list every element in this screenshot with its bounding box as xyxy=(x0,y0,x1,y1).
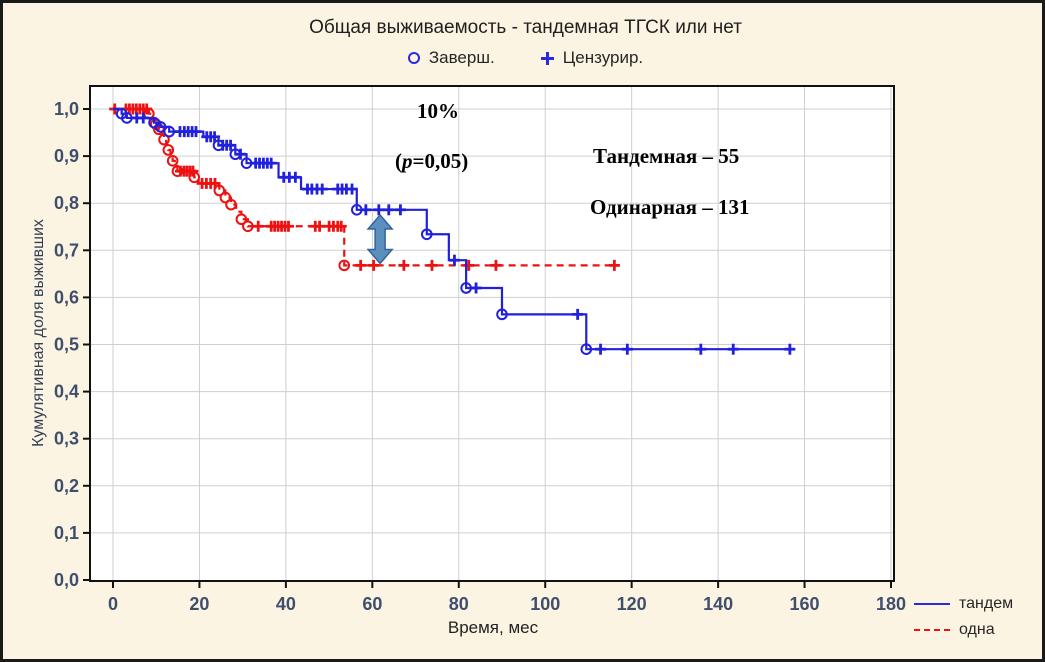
x-axis-title: Время, мес xyxy=(447,618,539,637)
marker-legend-label-censored: Цензурир. xyxy=(562,48,644,67)
line-legend-label-single: одна xyxy=(959,620,995,638)
x-tick-label: 100 xyxy=(530,594,560,614)
x-tick-label: 60 xyxy=(362,594,382,614)
marker-legend-item-complete: Заверш. xyxy=(407,48,495,68)
event-mark-тандем xyxy=(154,121,167,133)
x-tick-label: 120 xyxy=(617,594,647,614)
y-tick-label: 0,1 xyxy=(54,523,79,543)
x-tick-label: 140 xyxy=(703,594,733,614)
p-value-open: ( xyxy=(395,149,402,173)
y-tick-label: 0,2 xyxy=(54,476,79,496)
annotation-single-count: Одинарная – 131 xyxy=(590,195,750,219)
survival-plot-canvas: 0,0 0,1 0,2 0,3 0,4 0,5 0,6 0,7 0,8 0,9 1,0 0 20 40 60… xyxy=(54,85,906,614)
event-mark-одна xyxy=(162,144,175,156)
event-mark-тандем xyxy=(121,112,133,124)
y-tick-label: 1,0 xyxy=(54,99,79,119)
annotation-tandem-count: Тандемная – 55 xyxy=(593,144,740,168)
x-tick-label: 0 xyxy=(108,594,118,614)
event-mark-тандем xyxy=(580,343,593,356)
event-mark-тандем xyxy=(163,125,175,138)
event-mark-тандем xyxy=(420,228,433,241)
censored-plus-icon xyxy=(540,51,554,65)
chart-title: Общая выживаемость - тандемная ТГСК или … xyxy=(309,17,742,38)
p-value-rest: =0,05) xyxy=(412,149,469,173)
y-tick-label: 0,9 xyxy=(54,146,79,166)
line-legend: тандем одна xyxy=(914,593,1013,640)
y-tick-label: 0,4 xyxy=(54,382,79,402)
event-mark-одна xyxy=(166,155,179,167)
y-tick-label: 0,3 xyxy=(54,429,79,449)
event-mark-одна xyxy=(219,191,232,204)
y-tick-label: 0,5 xyxy=(54,335,79,355)
x-tick-label: 80 xyxy=(449,594,469,614)
plot-frame xyxy=(89,85,895,582)
y-tick-label: 0,0 xyxy=(54,570,79,590)
event-mark-тандем xyxy=(240,157,253,169)
y-axis-title: Кумулятивная доля выживших xyxy=(30,219,47,447)
marker-legend-label-complete: Заверш. xyxy=(428,48,495,67)
event-mark-тандем xyxy=(229,148,242,161)
annotation-ten-percent: 10% xyxy=(417,99,459,123)
complete-event-circle-icon xyxy=(407,52,420,64)
solid-line-swatch-icon xyxy=(914,602,950,605)
dashed-line-swatch-icon xyxy=(914,628,950,631)
plot-area xyxy=(90,86,894,581)
event-mark-одна xyxy=(225,198,237,211)
event-mark-тандем xyxy=(460,282,472,294)
x-tick-label: 20 xyxy=(189,594,209,614)
event-mark-одна xyxy=(235,213,248,226)
event-mark-одна xyxy=(338,259,351,272)
x-tick-label: 180 xyxy=(876,594,906,614)
event-mark-тандем xyxy=(212,139,225,152)
event-mark-одна xyxy=(171,165,184,177)
event-mark-тандем xyxy=(496,308,508,321)
marker-legend: Заверш. Цензурир. xyxy=(3,48,1042,68)
line-legend-item-single: одна xyxy=(914,619,1013,640)
event-mark-одна xyxy=(158,133,170,146)
y-tick-label: 0,8 xyxy=(54,193,79,213)
marker-legend-item-censored: Цензурир. xyxy=(540,48,644,68)
x-tick-label: 40 xyxy=(276,594,296,614)
event-mark-одна xyxy=(242,220,254,233)
line-legend-label-tandem: тандем xyxy=(959,594,1014,612)
y-tick-label: 0,7 xyxy=(54,240,79,260)
annotation-p-value: (p=0,05) xyxy=(395,149,468,174)
line-legend-item-tandem: тандем xyxy=(914,593,1013,614)
event-mark-тандем xyxy=(350,203,363,216)
event-mark-одна xyxy=(188,171,201,184)
x-tick-label: 160 xyxy=(790,594,820,614)
difference-arrow-icon xyxy=(366,213,394,265)
y-tick-label: 0,6 xyxy=(54,287,79,307)
event-mark-одна xyxy=(213,184,226,197)
p-value-symbol: p xyxy=(402,149,413,173)
